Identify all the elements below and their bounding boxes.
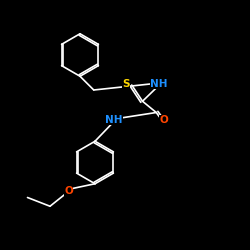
Text: O: O bbox=[160, 115, 168, 125]
Text: NH: NH bbox=[150, 79, 168, 89]
Text: O: O bbox=[64, 186, 73, 196]
Text: S: S bbox=[122, 79, 130, 89]
Text: NH: NH bbox=[105, 115, 122, 125]
